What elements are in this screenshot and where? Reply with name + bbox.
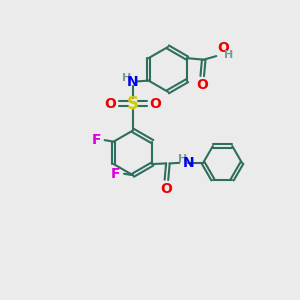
Text: N: N <box>127 75 139 89</box>
Text: O: O <box>150 97 162 111</box>
Text: H: H <box>122 73 131 83</box>
Text: S: S <box>127 94 139 112</box>
Text: O: O <box>217 41 229 56</box>
Text: O: O <box>196 79 208 92</box>
Text: F: F <box>111 167 121 181</box>
Text: H: H <box>178 154 187 164</box>
Text: F: F <box>92 133 101 147</box>
Text: O: O <box>104 97 116 111</box>
Text: H: H <box>224 50 233 60</box>
Text: N: N <box>182 156 194 170</box>
Text: O: O <box>160 182 172 196</box>
